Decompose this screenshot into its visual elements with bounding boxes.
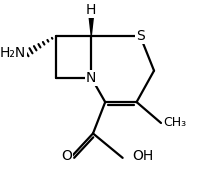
- Polygon shape: [89, 12, 94, 36]
- Text: H: H: [86, 3, 96, 17]
- Text: H₂N: H₂N: [0, 46, 26, 60]
- Text: OH: OH: [132, 149, 153, 163]
- Text: O: O: [61, 149, 72, 163]
- Text: N: N: [86, 71, 96, 85]
- Text: CH₃: CH₃: [163, 117, 186, 130]
- Text: S: S: [136, 29, 144, 43]
